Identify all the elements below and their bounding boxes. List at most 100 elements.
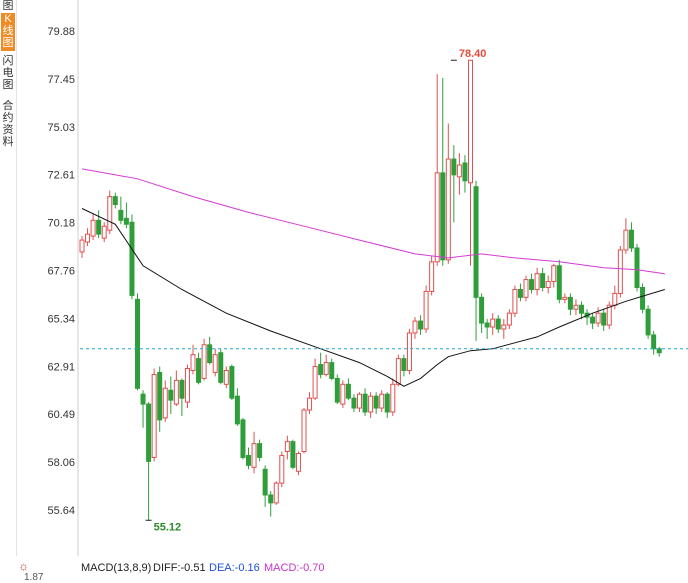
candle-body	[218, 352, 224, 383]
y-tick-label: 67.76	[47, 266, 75, 278]
candle-body	[390, 383, 396, 413]
candlestick-chart: 79.88 77.45 75.03 72.61 70.18 67.76 65.34 62.91…	[47, 0, 688, 556]
candle-body	[545, 281, 551, 288]
candle-body	[490, 318, 496, 328]
candle-body	[506, 312, 512, 326]
candle-body	[90, 219, 96, 237]
candle-body	[590, 316, 596, 324]
candle-body	[290, 441, 296, 468]
y-tick-label: 72.61	[47, 170, 75, 182]
candle-body	[362, 393, 368, 413]
candle-body	[617, 249, 623, 294]
candle-body	[207, 344, 213, 364]
candle-body	[512, 288, 518, 314]
candle-body	[484, 322, 490, 328]
tab-chart[interactable]: 图	[2, 0, 14, 10]
candle-body	[623, 229, 629, 251]
candle-body	[551, 265, 557, 283]
candle-body	[246, 454, 251, 466]
candle-body	[440, 172, 446, 261]
candle-body	[212, 354, 218, 373]
candle-body	[312, 366, 318, 399]
candle-body	[201, 344, 207, 379]
candle-body	[123, 217, 129, 225]
candle-body	[562, 296, 568, 300]
y-tick-label: 77.45	[47, 74, 75, 86]
candle-body	[173, 379, 179, 405]
candle-body	[273, 482, 279, 504]
candle-body	[479, 296, 485, 324]
candle-body	[129, 221, 135, 296]
candle-body	[190, 354, 196, 371]
candle-body	[423, 290, 429, 330]
candle-body	[368, 395, 374, 413]
sidebar: 图 K线图 闪电图 合约资料	[0, 0, 17, 577]
candle-body	[357, 393, 362, 409]
candle-body	[640, 286, 646, 310]
candle-body	[462, 162, 468, 182]
annotations: 78.40 55.12	[145, 48, 487, 533]
macd-axis-value: 1.87	[24, 572, 44, 583]
y-tick-label: 70.18	[47, 218, 75, 230]
candle-body	[179, 379, 185, 399]
candle-body	[229, 366, 235, 399]
candle-body	[318, 364, 324, 375]
candle-body	[468, 59, 473, 184]
candle-body	[495, 318, 501, 330]
candle-body	[501, 324, 507, 330]
candle-body	[601, 312, 607, 326]
y-tick-label: 62.91	[47, 361, 75, 373]
candle-body	[634, 247, 640, 288]
candle-body	[118, 209, 124, 221]
annotation-label: 78.40	[459, 48, 487, 60]
candle-body	[340, 383, 346, 405]
candle-body	[196, 358, 202, 383]
gear-icon[interactable]: ☼	[18, 559, 29, 573]
candle-body	[379, 393, 385, 409]
candle-body	[517, 288, 523, 298]
y-tick-label: 58.06	[47, 457, 75, 469]
y-tick-label: 75.03	[47, 122, 75, 134]
y-tick-label: 55.64	[47, 505, 75, 517]
candle-body	[268, 494, 274, 504]
macd-info-bar: ☼ MACD(13,8,9) DIFF:-0.51 DEA:-0.16 MACD…	[0, 556, 688, 577]
candle-body	[301, 409, 307, 453]
candle-body	[373, 395, 379, 409]
candle-body	[112, 196, 118, 205]
candle-body	[579, 304, 584, 314]
macd-dea: DEA:-0.16	[209, 562, 260, 574]
candle-body	[151, 373, 157, 458]
candles	[79, 59, 662, 521]
tab-contract-info[interactable]: 合约资料	[2, 100, 14, 148]
candle-body	[323, 362, 329, 375]
y-axis-ticks: 79.88 77.45 75.03 72.61 70.18 67.76 65.34 62.91…	[47, 26, 75, 517]
tab-kline[interactable]: K线图	[1, 13, 15, 51]
macd-value: MACD:-0.70	[264, 562, 325, 574]
candle-body	[135, 298, 140, 389]
candle-body	[412, 320, 418, 334]
candle-body	[96, 219, 102, 235]
candle-body	[146, 403, 152, 462]
candle-body	[384, 393, 390, 413]
candle-body	[295, 452, 301, 472]
candle-body	[140, 393, 146, 405]
candle-body	[251, 443, 257, 468]
candle-body	[401, 358, 407, 371]
candle-body	[240, 419, 246, 458]
candle-body	[107, 196, 113, 231]
candle-body	[234, 395, 240, 425]
candle-body	[351, 397, 357, 409]
candle-body	[168, 389, 174, 401]
candle-body	[556, 265, 562, 300]
candle-body	[456, 164, 462, 178]
candle-body	[223, 369, 229, 385]
ma-magenta-line	[81, 168, 665, 275]
candle-body	[445, 158, 451, 261]
candle-body	[606, 304, 612, 326]
y-tick-label: 65.34	[47, 313, 75, 325]
candle-body	[162, 387, 168, 419]
tab-lightning[interactable]: 闪电图	[2, 55, 14, 91]
annotation-label: 55.12	[154, 521, 182, 533]
candle-body	[329, 362, 335, 379]
candle-body	[656, 348, 662, 354]
